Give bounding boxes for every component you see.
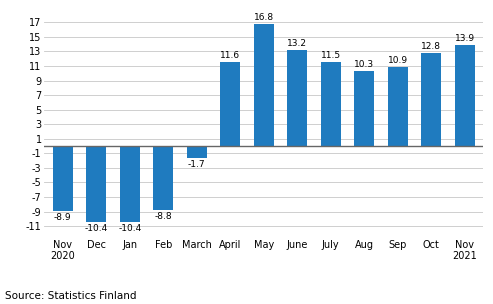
Text: 13.2: 13.2 <box>287 39 307 48</box>
Bar <box>354 71 374 146</box>
Bar <box>421 53 441 146</box>
Text: 10.3: 10.3 <box>354 60 374 69</box>
Bar <box>86 146 106 222</box>
Bar <box>153 146 174 210</box>
Text: 11.5: 11.5 <box>320 51 341 60</box>
Text: 10.9: 10.9 <box>387 56 408 65</box>
Bar <box>320 62 341 146</box>
Text: 12.8: 12.8 <box>421 42 441 51</box>
Text: 13.9: 13.9 <box>455 34 475 43</box>
Text: 16.8: 16.8 <box>254 13 274 22</box>
Bar <box>387 67 408 146</box>
Bar <box>187 146 207 158</box>
Text: -8.8: -8.8 <box>154 212 172 221</box>
Bar <box>120 146 140 222</box>
Bar <box>220 62 240 146</box>
Text: -10.4: -10.4 <box>118 224 141 233</box>
Text: 11.6: 11.6 <box>220 51 240 60</box>
Text: -1.7: -1.7 <box>188 160 206 169</box>
Text: Source: Statistics Finland: Source: Statistics Finland <box>5 291 137 301</box>
Bar <box>254 24 274 146</box>
Bar <box>53 146 73 211</box>
Text: -8.9: -8.9 <box>54 213 71 222</box>
Text: -10.4: -10.4 <box>85 224 108 233</box>
Bar <box>455 45 475 146</box>
Bar <box>287 50 307 146</box>
